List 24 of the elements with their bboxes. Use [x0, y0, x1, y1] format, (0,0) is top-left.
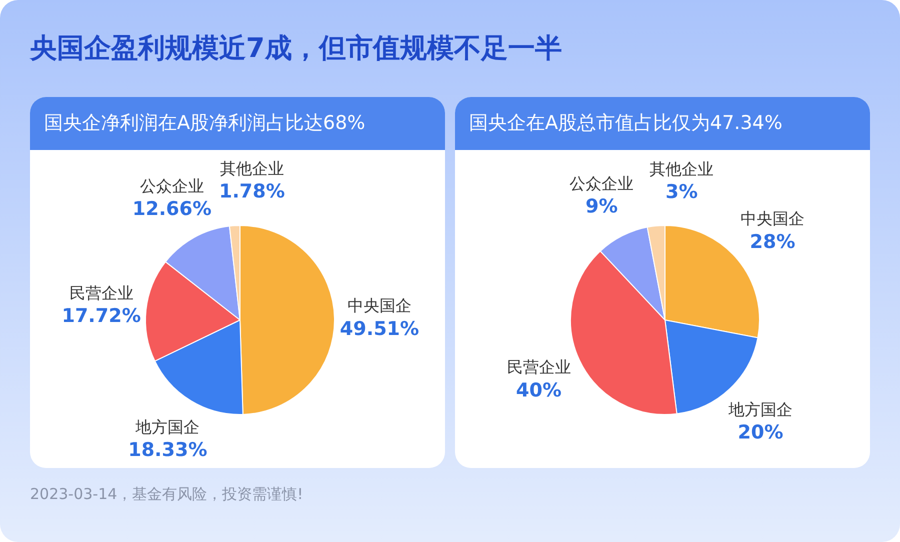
data-label: 20% — [738, 422, 784, 444]
slice-label: 地方国企 — [134, 417, 200, 436]
slice-label: 公众企业 — [570, 174, 634, 193]
slice-label: 民营企业 — [69, 283, 134, 302]
slice-label: 公众企业 — [140, 176, 204, 196]
data-label: 1.78% — [218, 180, 285, 203]
slice-label: 其他企业 — [220, 158, 284, 178]
chart-subtitle: 国央企在A股总市值占比仅为47.34% — [455, 97, 870, 150]
data-label: 18.33% — [128, 439, 208, 462]
data-label: 40% — [516, 379, 562, 402]
data-label: 49.51% — [340, 318, 420, 340]
data-label: 28% — [750, 231, 796, 254]
data-label: 17.72% — [62, 305, 141, 328]
slice-label: 中央国企 — [740, 209, 804, 228]
slice-label: 民营企业 — [506, 358, 571, 377]
chart-title: 央国企盈利规模近7成，但市值规模不足一半 — [30, 32, 562, 66]
slice-label: 中央国企 — [347, 296, 412, 316]
slice-label: 其他企业 — [650, 159, 714, 178]
chart-subtitle: 国央企净利润在A股净利润占比达68% — [30, 97, 445, 150]
data-label: 3% — [666, 181, 698, 204]
data-label: 9% — [586, 196, 618, 218]
data-label: 12.66% — [132, 198, 212, 220]
slice-label: 地方国企 — [727, 400, 792, 419]
text: 2023-03-14，基金有风险，投资需谨慎! — [30, 485, 304, 504]
